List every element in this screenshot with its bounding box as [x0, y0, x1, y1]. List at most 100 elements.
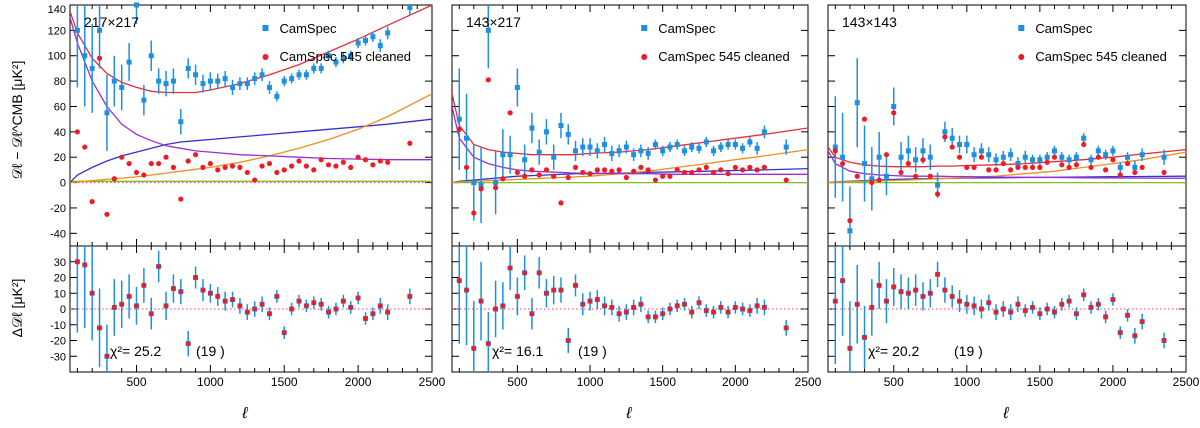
camspec-point	[296, 72, 302, 78]
cleaned-point	[905, 160, 911, 167]
cleaned-point	[478, 186, 484, 192]
cleaned-point	[1000, 160, 1006, 167]
cleaned-point	[616, 167, 622, 173]
legend-cleaned-label: CamSpec 545 cleaned	[1035, 49, 1167, 64]
camspec-point	[252, 76, 258, 82]
cleaned-point	[956, 154, 963, 160]
residual-cleaned-point	[156, 264, 162, 269]
camspec-point	[82, 53, 88, 59]
residual-cleaned-point	[340, 298, 346, 304]
bottom-points	[832, 246, 1167, 372]
cleaned-point	[783, 177, 789, 183]
residual-cleaned-point	[163, 303, 169, 309]
residual-cleaned-point	[609, 305, 615, 310]
point-source-curve	[828, 150, 1186, 179]
cleaned-point	[565, 174, 571, 181]
camspec-point	[876, 154, 882, 160]
residual-cleaned-point	[536, 270, 542, 276]
residual-cleaned-point	[1037, 311, 1043, 317]
residual-cleaned-point	[304, 303, 309, 309]
camspec-point	[674, 142, 680, 148]
camspec-point	[920, 148, 926, 154]
cleaned-point	[949, 144, 955, 150]
residual-cleaned-point	[1000, 306, 1006, 312]
cleaned-point	[1095, 154, 1101, 160]
cleaned-point	[1124, 160, 1131, 167]
camspec-point	[740, 145, 746, 151]
cleaned-point	[572, 164, 579, 170]
x-tick-label: 2500	[795, 375, 822, 389]
total-model-curve	[70, 5, 432, 94]
camspec-point	[1095, 148, 1101, 154]
camspec-point	[1044, 154, 1050, 160]
residual-cleaned-point	[1161, 338, 1167, 343]
residual-cleaned-point	[964, 301, 970, 307]
camspec-point	[832, 144, 838, 150]
bottom-y-tick-label: 30	[54, 257, 66, 269]
residual-cleaned-point	[377, 303, 383, 309]
cleaned-point	[1132, 169, 1138, 176]
residual-cleaned-point	[1081, 292, 1087, 298]
camspec-point	[1008, 152, 1014, 158]
camspec-point	[266, 84, 272, 90]
residual-cleaned-point	[318, 301, 324, 307]
cleaned-point	[978, 154, 985, 160]
cleaned-point	[740, 167, 746, 173]
camspec-point	[230, 84, 236, 90]
camspec-point	[464, 135, 470, 141]
residual-cleaned-point	[1044, 306, 1050, 312]
residual-cleaned-point	[920, 294, 926, 299]
top-y-tick-label: -20	[50, 203, 66, 215]
cleaned-point	[82, 144, 88, 150]
camspec-point	[104, 110, 110, 116]
cleaned-point	[229, 163, 236, 169]
cleaned-point	[355, 154, 361, 160]
cleaned-point	[492, 185, 499, 191]
residual-cleaned-point	[1008, 309, 1014, 315]
cleaned-point	[847, 218, 853, 224]
residual-cleaned-point	[363, 316, 368, 321]
camspec-point	[222, 76, 228, 82]
camspec-point	[978, 148, 984, 154]
top-y-tick-label: 80	[54, 76, 66, 88]
dof-text: (19 )	[196, 343, 225, 359]
cleaned-point	[1051, 154, 1058, 160]
cleaned-point	[609, 168, 615, 174]
cleaned-point	[645, 167, 651, 173]
x-axis-label-2: ℓ	[625, 405, 632, 422]
residual-cleaned-point	[682, 301, 687, 307]
residual-cleaned-point	[193, 275, 198, 280]
residual-cleaned-point	[718, 305, 724, 310]
cleaned-point	[869, 179, 875, 186]
residual-cleaned-point	[1052, 309, 1057, 315]
top-y-tick-label: 120	[48, 25, 66, 37]
cleaned-point	[529, 167, 535, 173]
cleaned-point	[377, 158, 383, 164]
top-points	[832, 58, 1167, 246]
residual-cleaned-point	[979, 306, 984, 312]
x-tick-label: 500	[507, 375, 527, 389]
camspec-point	[718, 144, 724, 150]
cleaned-point	[407, 140, 413, 146]
cleaned-point	[1008, 167, 1014, 173]
residual-cleaned-point	[653, 314, 658, 320]
camspec-point	[133, 2, 139, 8]
residual-cleaned-point	[703, 308, 709, 313]
camspec-point	[602, 142, 608, 148]
cleaned-point	[325, 162, 332, 168]
residual-cleaned-point	[957, 298, 962, 304]
residual-cleaned-point	[949, 294, 955, 299]
camspec-point	[156, 78, 162, 84]
cleaned-point	[215, 167, 221, 173]
cleaned-point	[1022, 164, 1028, 170]
residual-cleaned-point	[244, 309, 250, 315]
camspec-point	[1015, 161, 1021, 167]
camspec-point	[507, 152, 513, 158]
cleaned-point	[289, 163, 295, 169]
cleaned-point	[266, 160, 273, 167]
x-tick-label: 1500	[649, 375, 676, 389]
camspec-point	[696, 145, 702, 151]
residual-cleaned-point	[927, 290, 933, 296]
cleaned-point	[185, 158, 191, 164]
